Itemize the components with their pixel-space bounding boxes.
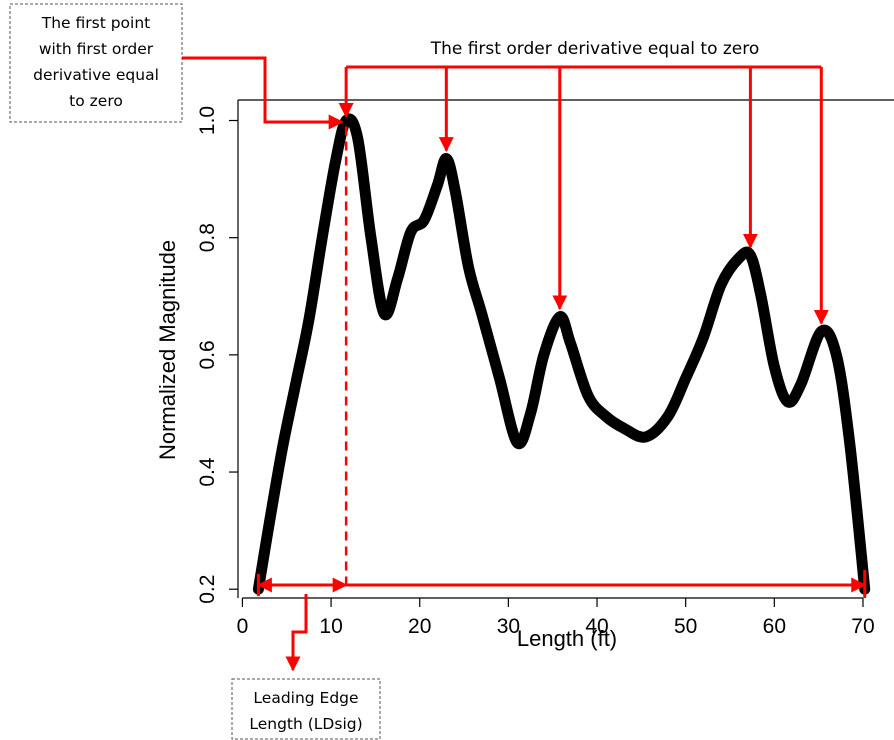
leading-edge-callout-line-2: Length (LDsig) xyxy=(249,715,362,733)
x-tick-label: 0 xyxy=(237,615,249,638)
y-tick-label: 0.6 xyxy=(196,340,219,369)
y-tick-label: 0.2 xyxy=(196,575,219,604)
leading-edge-callout-line-1: Leading Edge xyxy=(253,689,358,707)
x-tick-label: 60 xyxy=(763,615,786,638)
x-tick-label: 50 xyxy=(674,615,697,638)
first-point-callout-box xyxy=(9,3,183,123)
y-tick-label: 1.0 xyxy=(196,106,219,135)
first-point-callout-line-4: to zero xyxy=(69,92,123,110)
y-tick-label: 0.4 xyxy=(196,457,219,487)
y-axis-title: Normalized Magnitude xyxy=(155,240,180,460)
y-axis: 0.2 0.4 0.6 0.8 1.0 xyxy=(196,106,238,604)
x-axis: 0 10 20 30 40 50 60 70 xyxy=(237,597,875,638)
x-tick-label: 20 xyxy=(408,615,431,638)
series-layer xyxy=(252,113,871,595)
y-tick-label: 0.8 xyxy=(196,223,219,252)
first-point-callout-line-1: The first point xyxy=(41,14,151,32)
first-point-connector xyxy=(182,56,344,130)
x-tick-label: 40 xyxy=(585,615,608,638)
leading-edge-callout-connector xyxy=(285,594,308,672)
x-axis-title: Length (ft) xyxy=(517,626,617,651)
connector-layer xyxy=(182,56,867,672)
leading-edge-callout-box xyxy=(231,678,381,740)
first-point-callout-line-2: with first order xyxy=(39,40,154,58)
first-point-callout-line-3: derivative equal xyxy=(33,66,159,84)
annotation-layer: The first point with first order derivat… xyxy=(9,3,867,740)
x-tick-label: 10 xyxy=(319,615,342,638)
signal-curve xyxy=(252,113,871,595)
x-tick-label: 70 xyxy=(851,615,874,638)
x-tick-label: 30 xyxy=(497,615,520,638)
zero-derivative-label: The first order derivative equal to zero xyxy=(430,39,760,59)
